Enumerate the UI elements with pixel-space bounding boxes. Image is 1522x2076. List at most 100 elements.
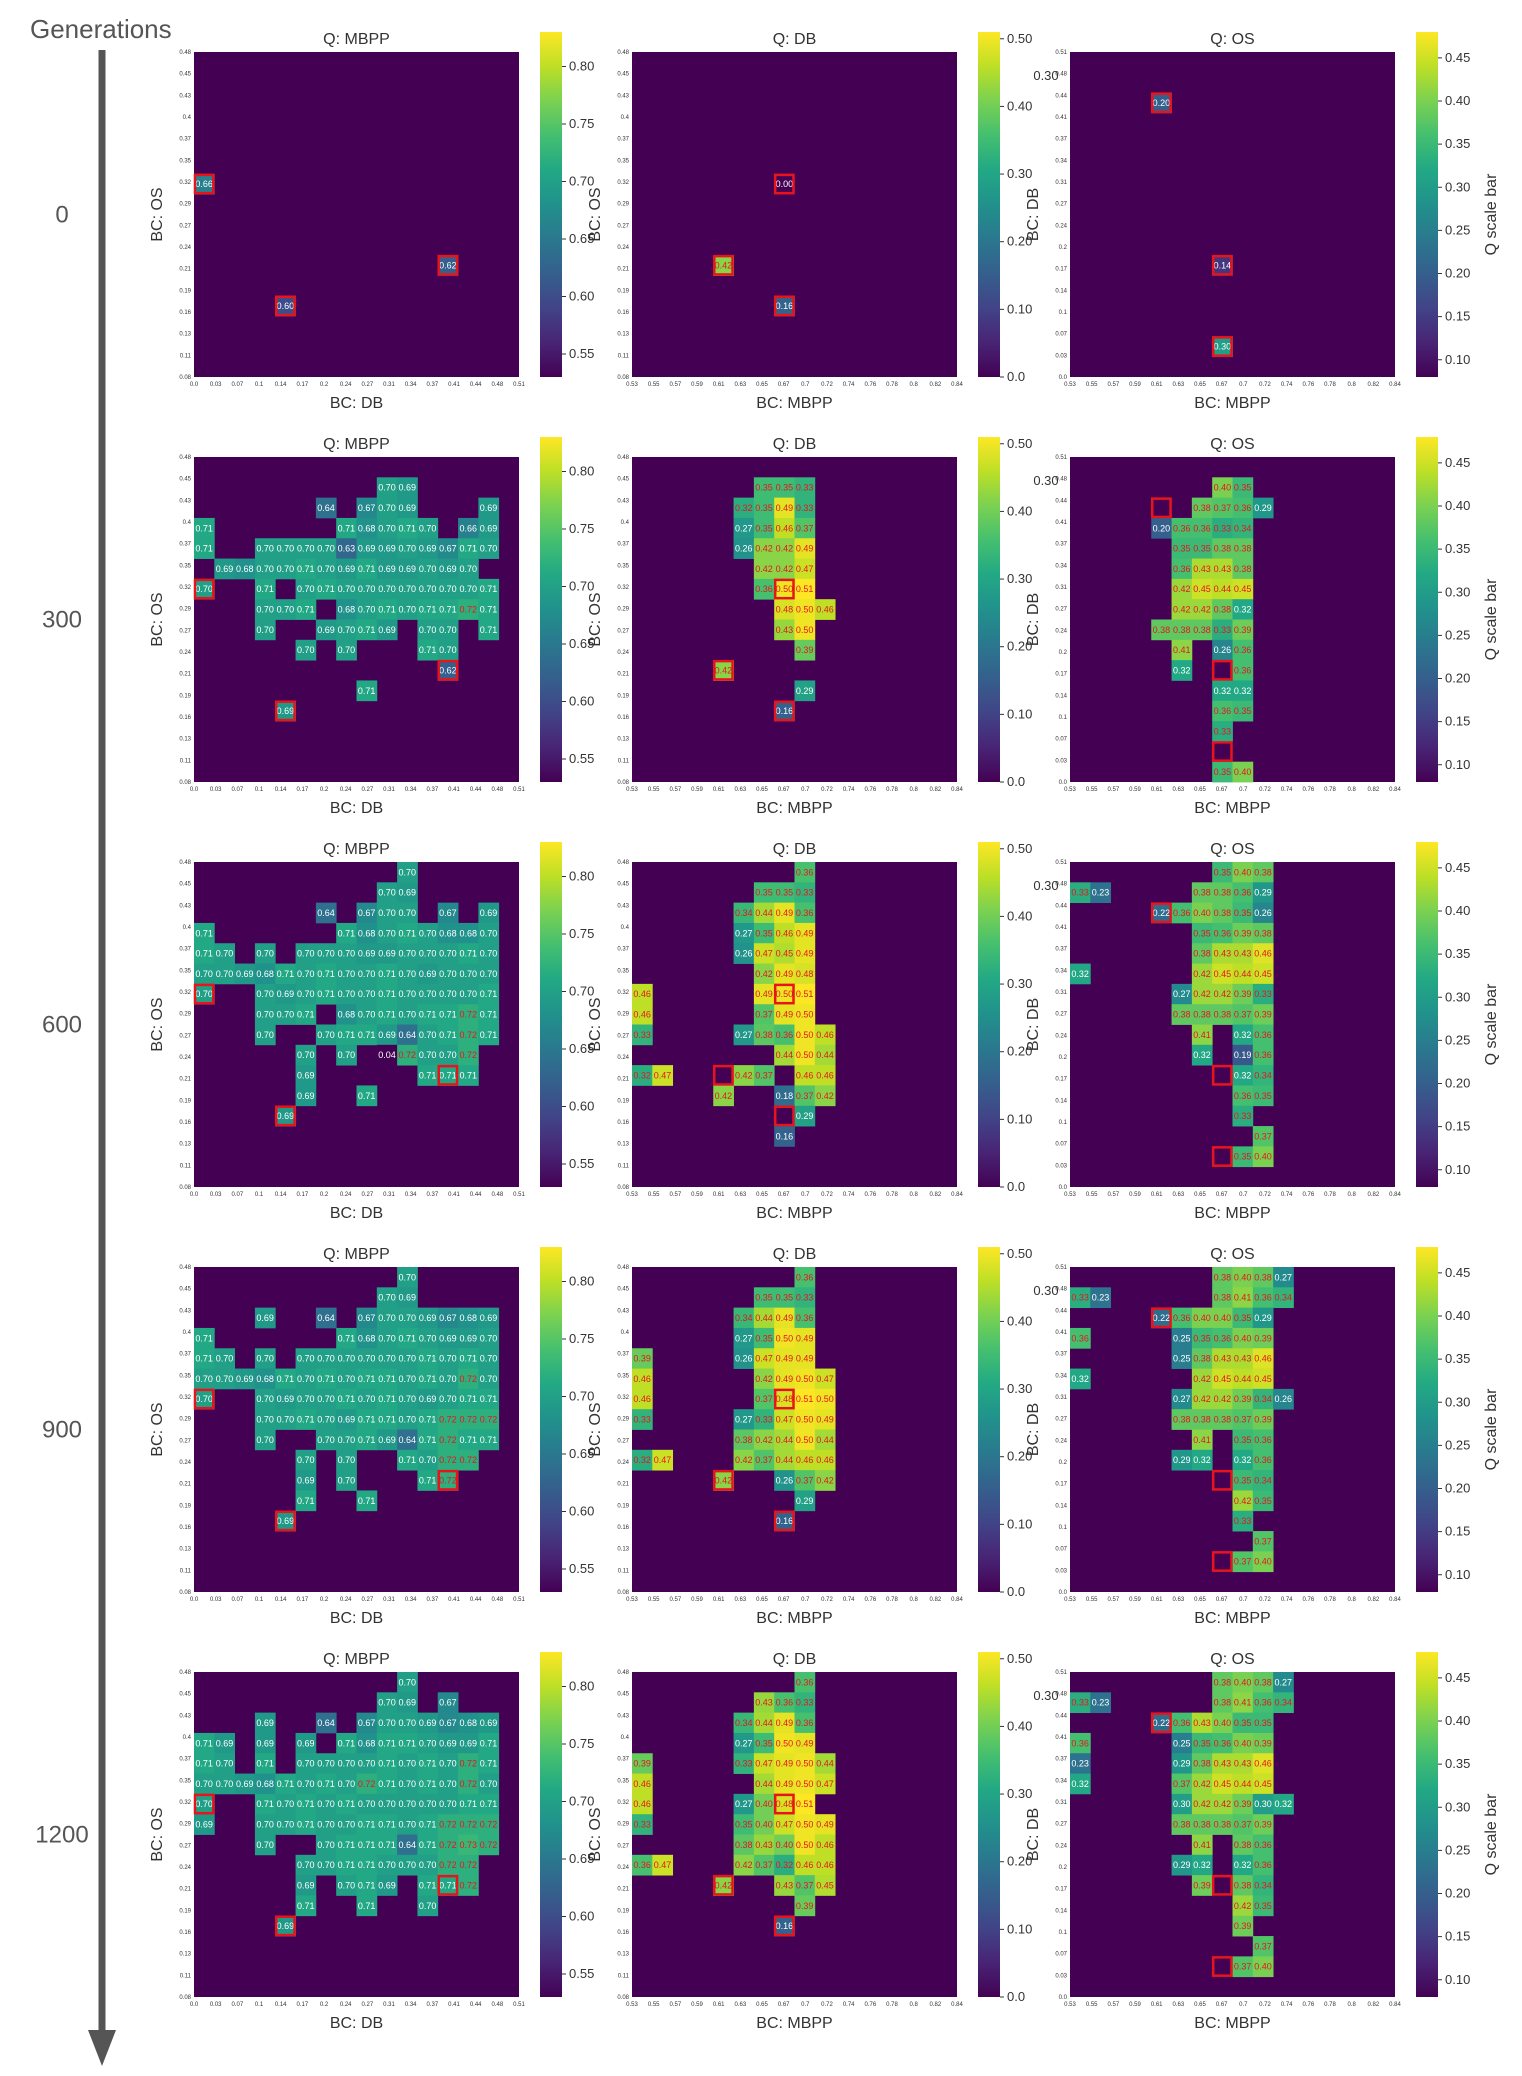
heatmap-cell	[336, 1732, 357, 1754]
cell-value-label: 0.68	[236, 564, 254, 574]
cell-value-label: 0.70	[216, 1759, 234, 1769]
cell-value-label: 0.70	[317, 1860, 335, 1870]
x-tick-label: 0.24	[340, 382, 352, 388]
y-tick-label: 0.29	[617, 1822, 629, 1828]
cell-value-label: 0.46	[796, 1455, 814, 1465]
cell-value-label: 0.70	[399, 1313, 417, 1323]
cell-value-label: 0.70	[358, 1354, 376, 1364]
x-tick-label: 0.31	[383, 382, 395, 388]
cell-value-label: 0.51	[796, 584, 814, 594]
cell-value-label: 0.47	[654, 1455, 672, 1465]
cell-value-label: 0.46	[816, 1030, 834, 1040]
cell-value-label: 0.35	[735, 1820, 753, 1830]
cell-value-label: 0.38	[1254, 928, 1272, 938]
cell-value-label: 0.67	[439, 1313, 457, 1323]
cell-value-label: 0.70	[256, 1435, 274, 1445]
cell-value-label: 0.72	[459, 1455, 477, 1465]
cell-value-label: 0.71	[358, 1374, 376, 1384]
cell-value-label: 0.70	[338, 1820, 356, 1830]
heatmap-cell	[376, 1004, 398, 1025]
cell-value-label: 0.41	[1234, 1698, 1252, 1708]
colorbar-tick-label: 0.30	[1007, 1381, 1032, 1396]
heatmap-cell	[194, 1753, 215, 1774]
cell-value-label: 0.40	[1234, 867, 1252, 877]
heatmap-cell	[417, 1834, 439, 1856]
plot-background	[1070, 52, 1395, 377]
y-tick-label: 0.27	[179, 1843, 191, 1849]
cell-value-label: 0.71	[480, 1030, 498, 1040]
heatmap-cell	[295, 1348, 317, 1369]
cell-value-label: 0.51	[796, 1394, 814, 1404]
cell-value-label: 0.69	[399, 1293, 417, 1303]
cell-value-label: 0.71	[480, 1435, 498, 1445]
cell-value-label: 0.70	[419, 928, 437, 938]
cell-value-label: 0.71	[399, 1333, 417, 1343]
heatmap-cell	[458, 983, 479, 1005]
cell-value-label: 0.32	[1071, 1374, 1089, 1384]
cell-value-label: 0.40	[755, 1799, 773, 1809]
x-tick-label: 0.34	[405, 2002, 417, 2008]
x-tick-label: 0.1	[255, 1192, 264, 1198]
heatmap-cell	[417, 1773, 439, 1795]
y-tick-label: 0.43	[617, 903, 629, 909]
colorbar-tick-label: 0.20	[1445, 1886, 1470, 1901]
colorbar-tick-label: 0.80	[569, 1274, 594, 1289]
cell-value-label: 0.70	[378, 888, 396, 898]
panel-title: Q: OS	[1210, 841, 1254, 858]
cell-value-label: 0.69	[277, 706, 295, 716]
cell-value-label: 0.70	[256, 1394, 274, 1404]
heatmap-cell	[376, 1692, 398, 1714]
cell-value-label: 0.72	[439, 1435, 457, 1445]
heatmap-cell	[356, 922, 378, 944]
x-tick-label: 0.37	[426, 1597, 438, 1603]
x-tick-label: 0.67	[1216, 382, 1228, 388]
y-tick-label: 0.08	[179, 1995, 191, 2001]
y-tick-label: 0.17	[1055, 672, 1067, 678]
cell-value-label: 0.33	[755, 1415, 773, 1425]
highlight-box	[193, 578, 215, 600]
cell-value-label: 0.70	[256, 1820, 274, 1830]
cell-value-label: 0.70	[277, 544, 295, 554]
heatmap-cell	[458, 1814, 479, 1835]
colorbar-tick-label: 0.60	[569, 1099, 594, 1114]
heatmap-cell	[478, 1348, 500, 1369]
cell-value-label: 0.38	[1193, 503, 1211, 513]
x-tick-label: 0.72	[821, 1597, 833, 1603]
y-tick-label: 0.29	[617, 607, 629, 613]
x-tick-label: 0.61	[1151, 2002, 1163, 2008]
cell-value-label: 0.70	[439, 1374, 457, 1384]
cell-value-label: 0.36	[1234, 645, 1252, 655]
heatmap-cell	[376, 1875, 398, 1896]
cell-value-label: 0.70	[399, 1272, 417, 1282]
cell-value-label: 0.71	[338, 523, 356, 533]
cell-value-label: 0.42	[1193, 969, 1211, 979]
cell-value-label: 0.69	[256, 1718, 274, 1728]
heatmap-cell	[397, 983, 418, 1005]
y-tick-label: 0.32	[617, 1800, 629, 1806]
cell-value-label: 0.38	[1254, 867, 1272, 877]
y-tick-label: 0.43	[179, 1308, 191, 1314]
panel-title: Q: OS	[1210, 1651, 1254, 1668]
cell-value-label: 0.69	[338, 1415, 356, 1425]
cell-value-label: 0.70	[256, 1415, 274, 1425]
cell-value-label: 0.71	[195, 544, 213, 554]
heatmap-cell	[437, 1470, 459, 1491]
cell-value-label: 0.42	[1234, 1496, 1252, 1506]
x-tick-label: 0.8	[1347, 2002, 1356, 2008]
heatmap-cell	[356, 538, 378, 559]
heatmap-cell	[376, 902, 398, 924]
cell-value-label: 0.67	[439, 1718, 457, 1728]
x-axis-label: BC: MBPP	[1194, 395, 1270, 412]
x-tick-label: 0.41	[448, 2002, 460, 2008]
cell-value-label: 0.70	[399, 1415, 417, 1425]
y-tick-label: 0.27	[1055, 1012, 1067, 1018]
heatmap-cell	[295, 1732, 317, 1754]
y-tick-label: 0.43	[179, 903, 191, 909]
colorbar	[540, 32, 562, 377]
heatmap-cell	[356, 1753, 378, 1774]
heatmap-cell	[458, 517, 479, 539]
y-tick-label: 0.41	[1055, 115, 1067, 121]
y-tick-label: 0.14	[1055, 693, 1067, 699]
generation-label: 600	[42, 1012, 82, 1039]
